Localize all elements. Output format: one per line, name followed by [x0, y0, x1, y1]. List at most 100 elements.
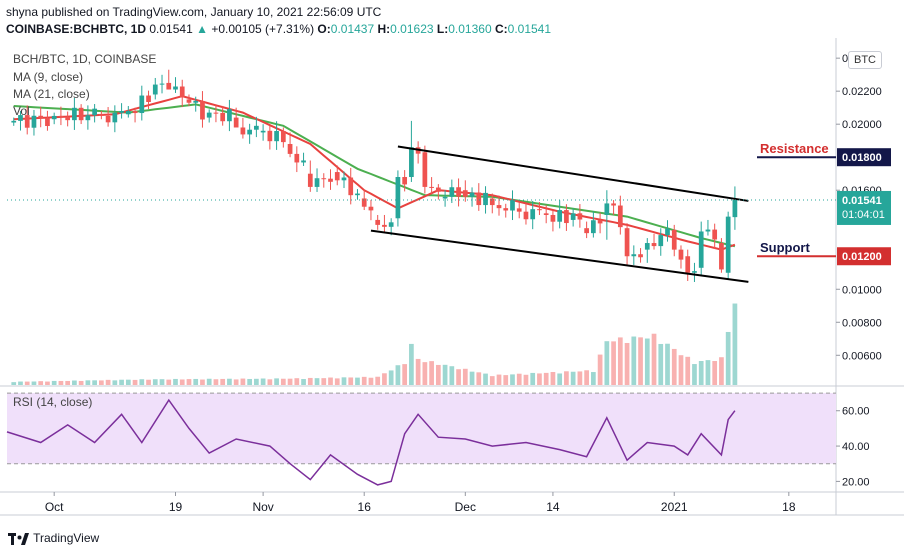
- volume-bar: [173, 378, 178, 385]
- currency-button[interactable]: BTC: [848, 51, 882, 69]
- candle-body: [146, 95, 151, 102]
- rsi-band: [7, 393, 836, 464]
- volume-bar: [166, 379, 172, 385]
- low-label: L:: [436, 22, 449, 36]
- candle-body: [45, 118, 50, 127]
- volume-bar: [732, 303, 738, 385]
- volume-bar: [665, 343, 670, 385]
- candle-body: [725, 216, 731, 273]
- time-tick-label: Oct: [45, 500, 64, 514]
- time-tick-label: 14: [546, 500, 560, 514]
- volume-bar: [712, 361, 718, 385]
- candle-body: [65, 116, 71, 121]
- volume-bar: [92, 380, 97, 385]
- volume-bar: [72, 380, 77, 385]
- volume-bar: [152, 379, 158, 385]
- volume-bar: [503, 375, 509, 385]
- volume-bar: [429, 361, 434, 385]
- publish-info: shyna published on TradingView.com, Janu…: [6, 5, 382, 19]
- rsi-tick-label: 40.00: [842, 441, 870, 453]
- volume-bar: [523, 374, 529, 385]
- volume-bar: [591, 372, 596, 385]
- time-tick-label: 19: [169, 500, 183, 514]
- close-label: C:: [494, 22, 508, 36]
- candle-body: [719, 243, 724, 270]
- volume-bar: [18, 381, 23, 385]
- volume-bar: [489, 376, 495, 385]
- candle-body: [119, 110, 124, 113]
- candle-body: [348, 177, 354, 196]
- up-arrow-icon: ▲: [196, 22, 208, 36]
- price-tick-label: 0.02200: [842, 86, 882, 98]
- candle-body: [523, 211, 529, 220]
- candle-body: [442, 196, 448, 199]
- candle-body: [671, 229, 677, 250]
- candle-body: [294, 153, 300, 163]
- volume-bar: [125, 379, 131, 385]
- candle-body: [435, 187, 441, 192]
- close-value: 0.01541: [507, 22, 552, 36]
- candle-body: [550, 214, 556, 222]
- candle-body: [105, 115, 111, 123]
- candle-body: [206, 112, 212, 118]
- volume-bar: [31, 381, 37, 385]
- candle-body: [321, 178, 327, 180]
- trend-channel-line: [370, 229, 749, 283]
- price-tick-label: 0.02000: [842, 119, 882, 131]
- volume-bar: [58, 380, 64, 385]
- candle-body: [604, 203, 610, 215]
- candle-body: [78, 107, 84, 121]
- rsi-tick-label: 20.00: [842, 476, 870, 488]
- volume-bar: [368, 377, 374, 385]
- volume-bar: [179, 379, 185, 385]
- candle-body: [213, 112, 219, 114]
- candle-body: [220, 112, 226, 122]
- candle-body: [564, 210, 569, 224]
- candle-body: [18, 115, 23, 121]
- volume-bar: [449, 366, 455, 385]
- candle-body: [173, 86, 178, 90]
- candle-body: [617, 205, 623, 228]
- volume-bar: [240, 378, 246, 385]
- volume-bar: [38, 381, 44, 385]
- volume-bar: [516, 373, 522, 385]
- candle-body: [11, 120, 17, 123]
- volume-bar: [287, 378, 293, 385]
- volume-bar: [415, 358, 421, 385]
- volume-bar: [301, 379, 306, 385]
- ohlc-bar: COINBASE:BCHBTC, 1D 0.01541 ▲ +0.00105 (…: [6, 22, 551, 36]
- volume-bar: [557, 373, 563, 385]
- symbol-label: COINBASE:BCHBTC, 1D: [6, 22, 147, 36]
- candle-body: [456, 187, 461, 197]
- candle-body: [698, 231, 704, 268]
- candle-body: [98, 114, 104, 116]
- volume-bar: [631, 336, 637, 385]
- volume-bar: [274, 378, 279, 385]
- volume-bar: [260, 378, 266, 385]
- volume-bar: [409, 343, 414, 385]
- volume-bar: [247, 378, 252, 385]
- candle-body: [334, 172, 340, 181]
- candle-body: [409, 147, 414, 178]
- volume-bar: [658, 343, 664, 385]
- support-annotation: Support: [760, 240, 810, 255]
- volume-bar: [334, 378, 340, 385]
- price-tick-label: 0.00600: [842, 350, 882, 362]
- volume-bar: [206, 378, 212, 385]
- candle-body: [624, 228, 630, 257]
- ma9-line: [13, 95, 736, 251]
- candle-body: [132, 110, 138, 114]
- volume-bar: [597, 354, 603, 385]
- bar-countdown-label: 01:04:01: [842, 209, 885, 221]
- candle-body: [31, 115, 37, 128]
- candle-body: [58, 115, 64, 117]
- volume-bar: [51, 380, 57, 385]
- candle-body: [658, 235, 664, 247]
- candle-body: [355, 193, 360, 196]
- candle-body: [186, 99, 192, 103]
- low-value: 0.01360: [448, 22, 492, 36]
- candle-body: [665, 228, 670, 236]
- candle-body: [166, 82, 172, 90]
- volume-bar: [483, 373, 488, 385]
